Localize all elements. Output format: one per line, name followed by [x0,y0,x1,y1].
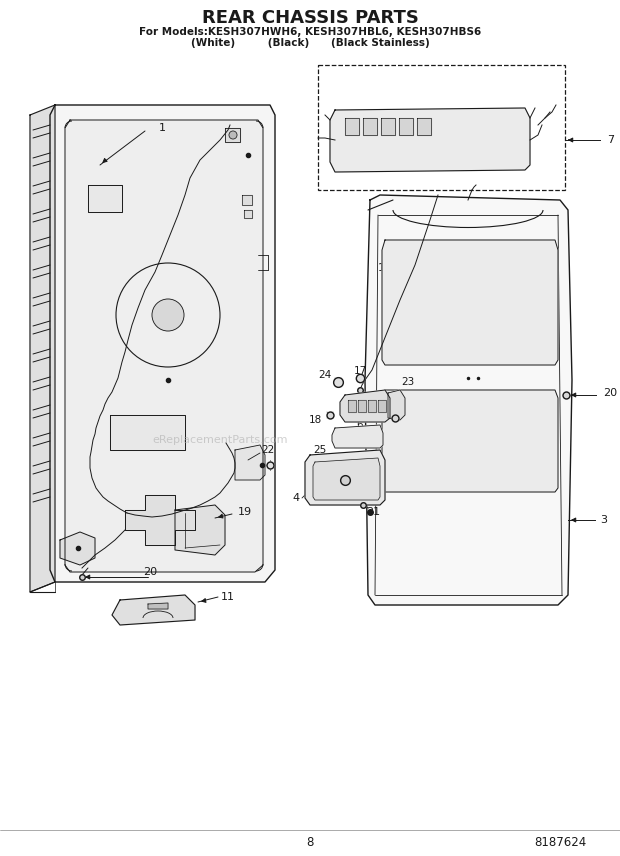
Text: (White)         (Black)      (Black Stainless): (White) (Black) (Black Stainless) [190,38,430,48]
Polygon shape [388,390,405,420]
Text: 4: 4 [293,493,299,503]
Text: 19: 19 [238,507,252,517]
Polygon shape [65,120,263,572]
Polygon shape [305,450,385,505]
Text: 18: 18 [308,415,322,425]
Text: 20: 20 [143,567,157,577]
Polygon shape [332,425,383,448]
Polygon shape [358,400,366,412]
Text: 21: 21 [366,507,380,517]
Polygon shape [378,400,386,412]
Bar [318,65,565,190]
Text: 8: 8 [306,835,314,848]
Polygon shape [148,603,168,609]
Text: 24: 24 [319,370,332,380]
Polygon shape [125,495,195,545]
Polygon shape [244,210,252,218]
Polygon shape [313,458,380,500]
Text: 22: 22 [262,445,275,455]
Polygon shape [242,195,252,205]
Text: 3: 3 [600,515,607,525]
Polygon shape [368,400,376,412]
Text: 12: 12 [319,110,332,120]
Text: 7: 7 [607,135,614,145]
Text: 8187624: 8187624 [534,835,586,848]
Text: 15: 15 [378,263,392,273]
Polygon shape [340,390,390,422]
Circle shape [116,263,220,367]
Circle shape [229,131,237,139]
Text: 25: 25 [313,445,327,455]
Text: eReplacementParts.com: eReplacementParts.com [153,435,288,445]
Polygon shape [382,390,558,492]
Text: 14: 14 [334,77,347,87]
Text: 13: 13 [521,87,534,97]
Polygon shape [363,118,377,135]
Text: 1: 1 [159,123,166,133]
Polygon shape [30,105,55,592]
Text: 23: 23 [401,377,415,387]
Polygon shape [112,595,195,625]
Polygon shape [88,185,122,212]
Text: 20: 20 [603,388,617,398]
Polygon shape [345,118,359,135]
Polygon shape [399,118,413,135]
Polygon shape [365,195,572,605]
Polygon shape [348,400,356,412]
Polygon shape [175,505,225,555]
Circle shape [152,299,184,331]
Text: 11: 11 [221,592,235,602]
Text: 2: 2 [397,423,404,433]
Text: REAR CHASSIS PARTS: REAR CHASSIS PARTS [202,9,418,27]
Polygon shape [60,532,95,565]
Text: 6: 6 [356,420,363,430]
Text: For Models:KESH307HWH6, KESH307HBL6, KESH307HBS6: For Models:KESH307HWH6, KESH307HBL6, KES… [139,27,481,37]
Polygon shape [417,118,431,135]
Polygon shape [381,118,395,135]
Polygon shape [382,240,558,365]
Polygon shape [235,445,265,480]
Polygon shape [225,128,240,142]
Polygon shape [50,105,275,582]
Text: 17: 17 [353,366,366,376]
Polygon shape [330,108,530,172]
Polygon shape [110,415,185,450]
